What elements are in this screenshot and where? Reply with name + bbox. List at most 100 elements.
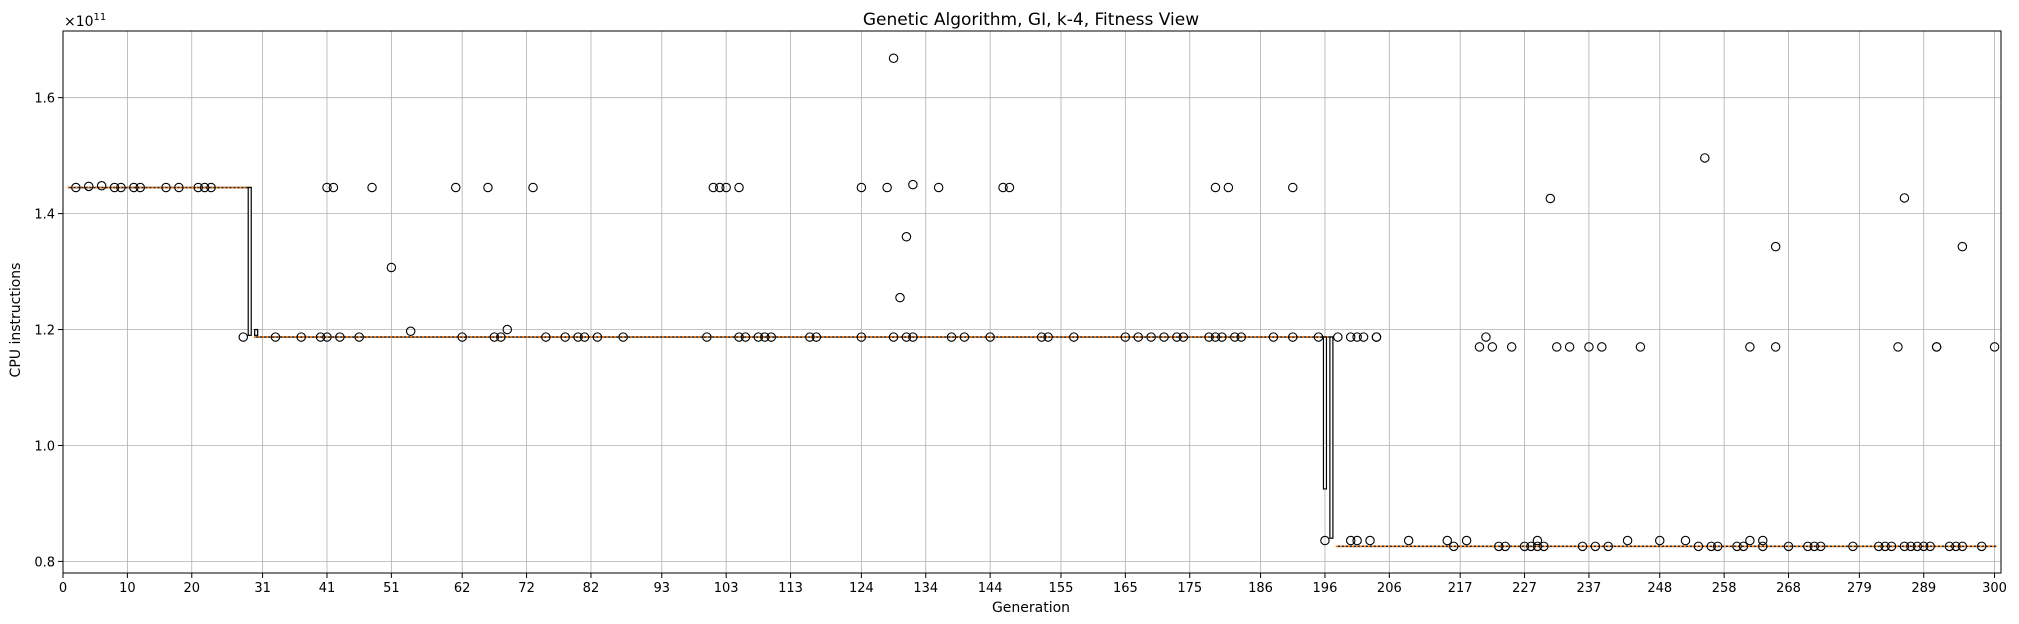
x-tick-label: 41 [319, 581, 336, 596]
outlier-point [1532, 541, 1543, 552]
outlier-point [71, 182, 81, 193]
x-tick-label: 258 [1712, 581, 1737, 596]
outlier-point [483, 182, 493, 193]
outlier-point [1526, 541, 1536, 552]
x-tick-label: 237 [1577, 581, 1602, 596]
outlier-point [1584, 342, 1594, 352]
outlier-point [1352, 535, 1362, 546]
plot-frame [62, 30, 2002, 574]
outlier-point [1873, 541, 1884, 552]
outlier-point [1358, 332, 1369, 342]
outlier-point [1320, 535, 1330, 546]
outlier-point [1732, 541, 1742, 552]
outlier-point [1738, 541, 1749, 552]
grid [62, 31, 2001, 573]
outlier-point [367, 182, 377, 193]
y-tick-label: 0.8 [34, 555, 55, 570]
outlier-point [888, 53, 899, 63]
outlier-point [1545, 193, 1556, 204]
outlier-point [901, 332, 912, 342]
x-tick-label: 300 [1982, 581, 2007, 596]
outlier-point [206, 182, 216, 193]
y-multiplier-exponent: 11 [94, 12, 107, 23]
outlier-point [740, 332, 751, 342]
x-tick-label: 268 [1776, 581, 1801, 596]
outlier-point [1519, 541, 1530, 552]
outlier-point [322, 332, 332, 342]
outlier-point [1564, 342, 1575, 352]
outlier-point [1706, 541, 1717, 552]
outlier-point [1288, 332, 1298, 342]
x-tick-label: 196 [1313, 581, 1338, 596]
median-segments [67, 186, 1997, 548]
outlier-point [1120, 332, 1131, 342]
outlier-point [1758, 535, 1768, 546]
outlier-point [1912, 541, 1923, 552]
box [254, 328, 259, 336]
outlier-point [959, 332, 970, 342]
outlier-point [174, 182, 184, 193]
outlier-point [1288, 182, 1298, 193]
outlier-point [1603, 541, 1613, 552]
outlier-point [708, 182, 719, 193]
outlier-point [1622, 535, 1633, 546]
outlier-point [1957, 541, 1968, 552]
outlier-point [541, 332, 551, 342]
outlier-point [405, 326, 416, 337]
outlier-point [1577, 541, 1588, 552]
y-tick-label: 1.4 [34, 208, 55, 223]
outlier-point [1448, 541, 1459, 552]
outlier-point [1442, 535, 1453, 546]
outlier-point [1352, 332, 1362, 342]
outlier-point [560, 332, 570, 342]
x-tick-label: 227 [1512, 581, 1537, 596]
outlier-point [1590, 541, 1601, 552]
outlier-point [933, 182, 944, 193]
boxes [247, 186, 1334, 539]
x-tick-label: 93 [654, 581, 671, 596]
outlier-point [1770, 342, 1781, 352]
outlier-point [895, 292, 905, 303]
outlier-point [135, 182, 146, 193]
x-axis-label: Generation [992, 600, 1070, 616]
outlier-point [1906, 541, 1916, 552]
outlier-point [721, 182, 731, 193]
outlier-point [193, 182, 203, 193]
ticks: 0 10 20 31 41 51 62 72 82 93 103 113 124 134 144 155 165… [34, 92, 2007, 596]
outlier-point [811, 332, 822, 342]
outlier-point [702, 332, 712, 342]
outlier-point [734, 332, 744, 342]
x-tick-label: 248 [1647, 581, 1672, 596]
box [1329, 336, 1334, 539]
y-tick-label: 1.6 [34, 92, 55, 107]
outlier-point [1172, 332, 1182, 342]
x-tick-label: 144 [978, 581, 1003, 596]
outlier-point [1886, 541, 1897, 552]
outlier-point [1693, 541, 1704, 552]
outlier-point [489, 332, 500, 342]
y-multiplier-label: ×1011 [64, 12, 106, 30]
x-tick-label: 217 [1448, 581, 1473, 596]
outlier-point [1880, 541, 1890, 552]
outlier-point [528, 182, 538, 193]
outlier-point [1313, 332, 1324, 342]
x-tick-label: 175 [1177, 581, 1202, 596]
x-tick-label: 165 [1113, 581, 1138, 596]
outlier-point [1487, 342, 1498, 352]
outlier-point [1333, 332, 1343, 342]
outlier-point [1365, 535, 1375, 546]
outlier-point [1217, 332, 1227, 342]
x-tick-label: 279 [1847, 581, 1872, 596]
outlier-point [386, 262, 397, 273]
outlier-point [129, 182, 139, 193]
outlier-point [354, 332, 364, 342]
outlier-point [1223, 182, 1234, 193]
outlier-point [753, 332, 764, 342]
outlier-point [270, 332, 281, 342]
outlier-point [1069, 332, 1079, 342]
outlier-point [1494, 541, 1504, 552]
x-tick-label: 20 [183, 581, 200, 596]
outlier-point [1371, 332, 1382, 342]
x-tick-label: 124 [849, 581, 874, 596]
x-tick-label: 10 [119, 581, 136, 596]
